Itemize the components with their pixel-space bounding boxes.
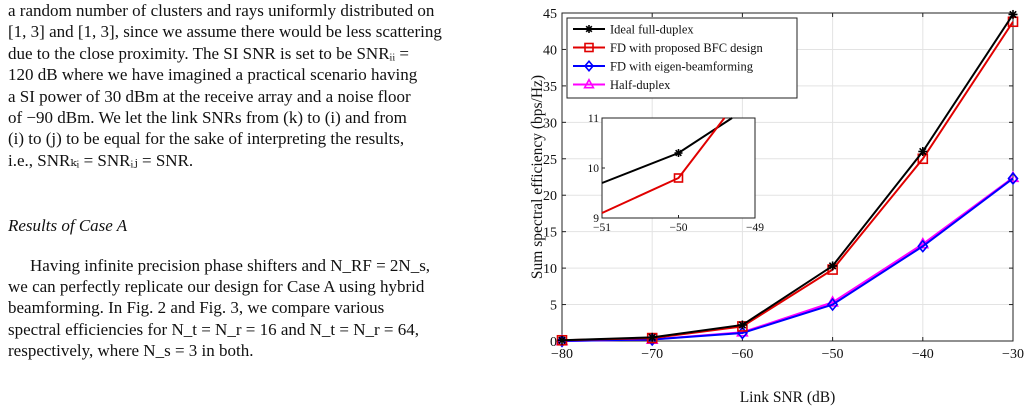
plot-frame [561,12,1014,342]
data-point-asterisk [557,335,567,345]
text-line: i.e., SNRₖᵢ = SNRᵢⱼ = SNR. [8,150,194,170]
section-heading: Results of Case A [8,216,128,236]
data-point-asterisk [585,25,593,33]
text-line: (i) to (j) to be equal for the sake of i… [8,129,405,149]
x-tick-label: −80 [551,347,573,362]
legend-label: Ideal full-duplex [610,23,694,37]
inset-x-tick-label: −49 [746,222,764,234]
legend: Ideal full-duplex FD with proposed BFC de… [566,17,798,99]
y-tick-label: 25 [543,153,557,168]
line-chart: −80 −70 −60 −50 −40 −30 0 5 10 15 20 25 30 35 40 45 Link… [529,7,1024,406]
text-line: we can perfectly replicate our design fo… [8,277,425,297]
legend-label: Half-duplex [610,78,671,92]
x-tick-label: −60 [731,347,753,362]
inset-plot: −51 −50 −49 9 10 11 [588,113,765,234]
data-point-diamond [1007,171,1019,186]
data-point-asterisk [647,332,657,342]
data-point-triangle [583,78,595,89]
y-tick-label: 0 [550,335,557,350]
figure: −80 −70 −60 −50 −40 −30 0 5 10 15 20 25 30 35 40 45 Link… [529,0,1027,411]
y-tick-label: 10 [543,262,557,277]
x-tick-label: −40 [912,347,934,362]
y-tick-label: 20 [543,189,557,204]
legend-box [566,17,798,99]
asterisk-stroke [828,262,837,270]
asterisk-stroke [1009,10,1017,19]
text-line: Having infinite precision phase shifters… [30,255,431,275]
inset-series-line [601,117,726,214]
y-tick-label: 5 [550,299,557,314]
data-point-diamond [827,297,839,312]
data-point-square [584,42,594,53]
paragraph-2: Having infinite precision phase shifters… [8,255,513,362]
text-line: due to the close proximity. The SI SNR i… [8,43,409,63]
data-point-asterisk [674,149,683,157]
asterisk-stroke [675,149,682,157]
y-tick-label: 15 [543,226,557,241]
text-line: beamforming. In Fig. 2 and Fig. 3, we co… [8,298,385,318]
data-point-asterisk [828,261,838,271]
x-tick-label: −50 [822,347,844,362]
y-axis-label: Sum spectral efficiency (bps/Hz) [530,75,546,279]
legend-label: FD with eigen-beamforming [610,60,754,74]
text-line: respectively, where N_s = 3 in both. [8,341,254,361]
text-line: a SI power of 30 dBm at the receive arra… [8,86,411,106]
data-point-diamond [917,239,929,253]
y-tick-label: 40 [543,43,557,58]
data-point-square [673,173,684,183]
data-point-asterisk [737,320,747,330]
text-line: of −90 dBm. We let the link SNRs from (k… [8,108,407,128]
series-line [561,177,1014,342]
data-point-asterisk [918,146,928,156]
inset-x-tick-label: −50 [670,222,688,234]
x-tick-label: −70 [641,347,663,362]
legend-label: FD with proposed BFC design [610,41,764,55]
x-tick-label: −30 [1002,347,1024,362]
data-point-asterisk [1008,9,1018,19]
inset-x-tick-label: −51 [593,222,611,234]
body-text: a random number of clusters and rays uni… [8,0,513,362]
x-axis-label: Link SNR (dB) [740,389,836,406]
asterisk-stroke [648,333,656,342]
asterisk-stroke [919,147,927,156]
text-line: 120 dB where we have imagined a practica… [8,65,418,85]
y-tick-label: 35 [543,80,557,95]
text-line: [1, 3] and [1, 3], since we assume there… [8,22,442,42]
y-tick-label: 45 [543,7,557,22]
paragraph-1: a random number of clusters and rays uni… [8,0,513,171]
inset-y-tick-label: 11 [588,113,599,125]
asterisk-stroke [738,321,747,329]
series-line [561,13,1014,342]
asterisk-stroke [585,25,593,33]
y-tick-label: 30 [543,116,557,131]
inset-y-tick-label: 10 [588,163,600,175]
data-point-diamond [583,59,595,73]
text-line: a random number of clusters and rays uni… [8,1,435,20]
inset-y-tick-label: 9 [593,213,599,225]
asterisk-stroke [558,336,566,345]
text-line: spectral efficiencies for N_t = N_r = 16… [8,319,419,339]
